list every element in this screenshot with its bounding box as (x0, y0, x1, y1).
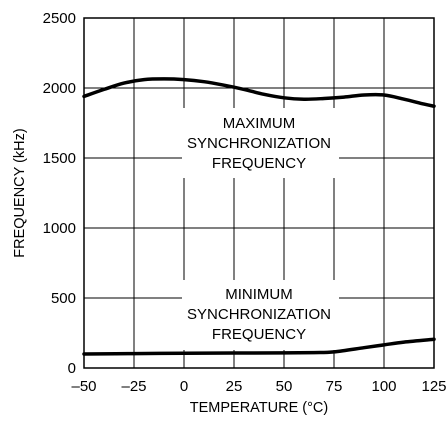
y-axis-title: FREQUENCY (kHz) (12, 128, 28, 257)
x-tick-label: –50 (71, 378, 96, 395)
annotation-max-line: FREQUENCY (212, 155, 306, 172)
x-tick-label: 0 (180, 378, 188, 395)
x-tick-label: 50 (276, 378, 293, 395)
min-sync-frequency-line (82, 337, 436, 356)
annotation-max-line: SYNCHRONIZATION (187, 135, 331, 152)
data-series (82, 77, 436, 356)
annotations: MAXIMUM SYNCHRONIZATION FREQUENCY MINIMUM SY… (187, 115, 331, 343)
y-tick-labels: 0 500 1000 1500 2000 2500 (43, 10, 76, 377)
annotation-backgrounds (182, 108, 339, 350)
x-tick-label: 25 (226, 378, 243, 395)
x-tick-label: 100 (371, 378, 396, 395)
annotation-min-line: SYNCHRONIZATION (187, 306, 331, 323)
y-tick-label: 500 (51, 290, 76, 307)
annotation-background-min (182, 280, 339, 350)
y-tick-label: 2000 (43, 80, 76, 97)
annotation-min-line: FREQUENCY (212, 326, 306, 343)
x-axis-title: TEMPERATURE (°C) (190, 400, 328, 416)
x-tick-label: 125 (421, 378, 446, 395)
annotation-min-line: MINIMUM (225, 286, 293, 303)
plot-frame (83, 17, 435, 369)
y-tick-label: 1000 (43, 220, 76, 237)
annotation-max-line: MAXIMUM (223, 115, 296, 132)
x-tick-label: –25 (121, 378, 146, 395)
annotation-background-max (182, 108, 339, 178)
y-tick-label: 1500 (43, 150, 76, 167)
y-tick-label: 0 (68, 360, 76, 377)
x-tick-labels: –50 –25 0 25 50 75 100 125 (71, 378, 446, 395)
x-tick-label: 75 (326, 378, 343, 395)
y-tick-label: 2500 (43, 10, 76, 27)
max-sync-frequency-line (82, 77, 436, 108)
